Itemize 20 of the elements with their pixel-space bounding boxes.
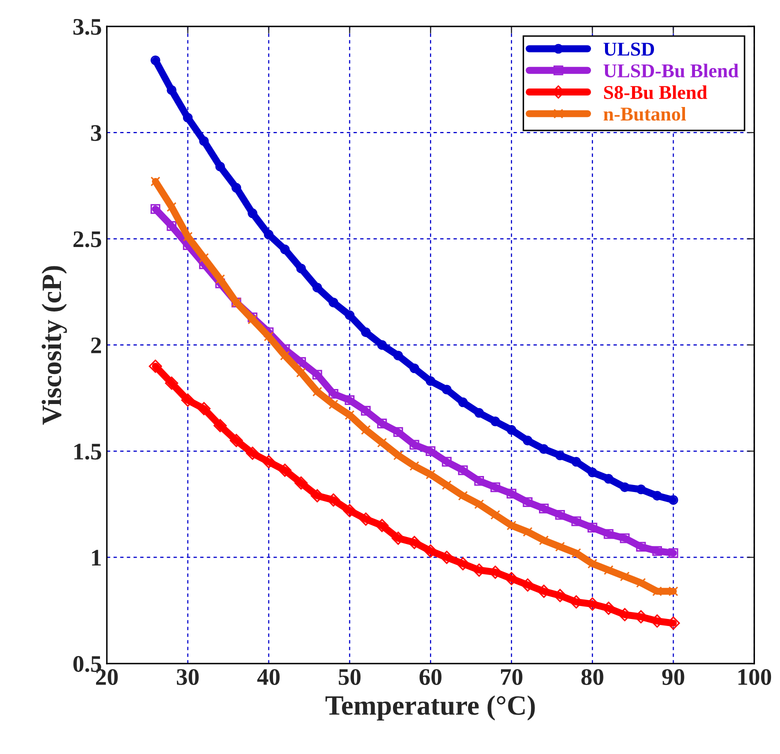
x-tick-label: 50 — [338, 669, 361, 685]
y-tick-label: 3.5 — [73, 18, 102, 35]
legend-label: ULSD-Bu Blend — [604, 64, 738, 78]
y-axis-title: Viscosity (cP) — [42, 266, 67, 425]
legend-label: ULSD — [604, 42, 654, 56]
x-tick-label: 40 — [257, 669, 280, 685]
legend-label: n-Butanol — [604, 106, 686, 121]
x-tick-label: 60 — [420, 669, 442, 685]
x-tick-label: 30 — [176, 669, 199, 685]
y-tick-label: 2 — [91, 338, 101, 354]
x-axis-title: Temperature (°C) — [326, 695, 535, 721]
y-tick-label: 1.5 — [74, 444, 102, 460]
x-tick-label: 90 — [662, 669, 684, 685]
x-tick-label: 80 — [581, 669, 604, 685]
y-tick-label: 3 — [91, 125, 102, 142]
x-tick-label: 100 — [738, 669, 772, 685]
legend-label: S8-Bu Blend — [604, 85, 708, 100]
y-tick-label: 1 — [92, 550, 101, 566]
x-tick-label: 70 — [501, 669, 522, 685]
y-tick-label: 2.5 — [73, 231, 102, 248]
